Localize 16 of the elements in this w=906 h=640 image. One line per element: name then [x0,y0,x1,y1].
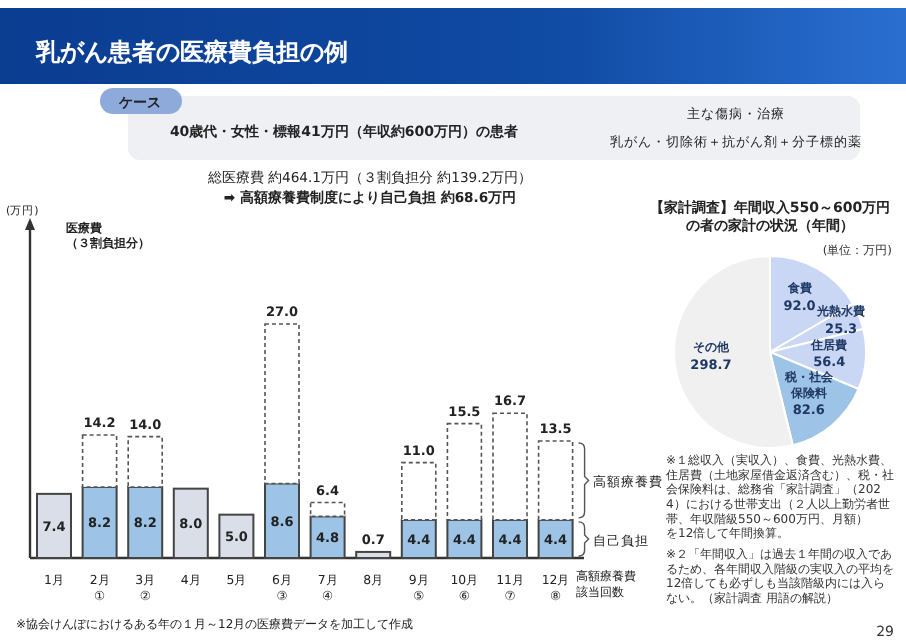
chart-title: 乳がん患者の医療費負担の例 [34,38,348,66]
bar [309,501,346,518]
bar [264,323,300,485]
bar [36,492,72,559]
bar [446,422,483,521]
bar [81,485,118,559]
bar [492,412,528,521]
bar [172,487,209,559]
bar [537,440,574,521]
bar [127,485,164,559]
bar [127,435,163,488]
bar [218,513,255,559]
bar [81,434,118,488]
bar [401,461,437,521]
bar [264,482,300,559]
bar [355,550,392,559]
